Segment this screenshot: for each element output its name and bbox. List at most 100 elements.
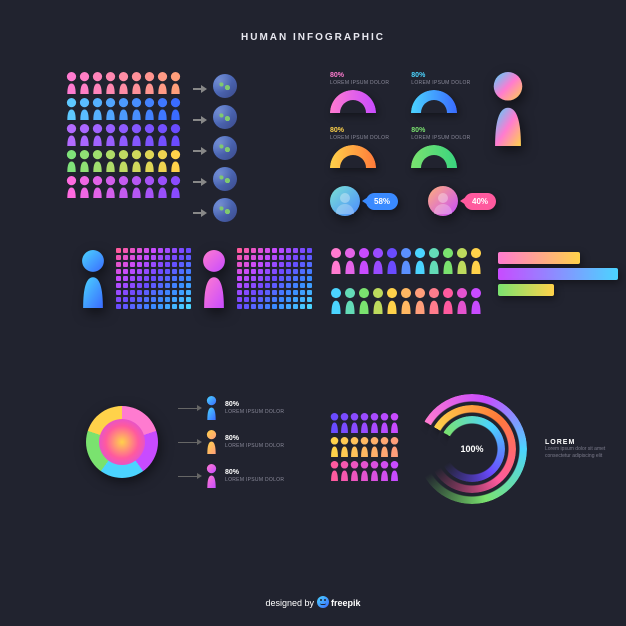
person-icon [66,72,77,94]
people-row [330,461,399,481]
lorem-title: LOREM [545,439,625,446]
person-icon [92,176,103,198]
person-icon [144,124,155,146]
sub-label: LOREM IPSUM DOLOR [330,135,389,141]
person-icon [131,72,142,94]
person-icon [157,176,168,198]
big-person-icon [80,250,106,308]
percent-label: 80% [225,435,284,442]
bar [498,252,580,264]
percent-bubble: .bubble[style*='#ff5a9e']::before{border… [464,193,496,210]
person-icon [386,288,398,314]
people-row [330,248,482,274]
person-icon [79,176,90,198]
person-icon [206,464,217,488]
person-icon [330,248,342,274]
globe-icon [213,74,237,98]
person-icon [390,437,399,457]
person-icon [105,72,116,94]
canvas: 80% LOREM IPSUM DOLOR 80% LOREM IPSUM DO… [0,0,626,626]
percent-label: 80% [411,72,470,79]
person-icon [206,430,217,454]
callout: 80% LOREM IPSUM DOLOR [178,430,284,454]
globe-icon [213,136,237,160]
sub-label: LOREM IPSUM DOLOR [225,477,284,483]
person-icon [470,288,482,314]
person-icon [428,248,440,274]
donut-callout-block: 80% LOREM IPSUM DOLOR 80% LOREM IPSUM DO… [86,396,284,488]
people-row [330,288,482,314]
person-icon [330,413,339,433]
person-icon [92,150,103,172]
person-icon [380,413,389,433]
person-icon [358,288,370,314]
avatar-stat: .bubble[style*='#3a8aff']::before{border… [330,186,398,216]
arrow-icon [193,209,209,217]
person-icon [170,98,181,120]
person-icon [118,98,129,120]
percent-label: 80% [411,127,470,134]
sub-label: LOREM IPSUM DOLOR [225,443,284,449]
percent-label: 80% [330,72,389,79]
center-percent: 100% [417,394,527,504]
people-bars-block [330,248,618,318]
sub-label: LOREM IPSUM DOLOR [330,80,389,86]
person-icon [92,98,103,120]
donut-chart [86,406,158,478]
dot-grid [237,248,312,309]
bar [498,284,554,296]
person-icon [470,248,482,274]
callout: 80% LOREM IPSUM DOLOR [178,464,284,488]
person-icon [344,248,356,274]
person-icon [386,248,398,274]
person-icon [372,248,384,274]
globe-icon [213,167,237,191]
person-icon [131,98,142,120]
person-icon [330,288,342,314]
person-icon [79,72,90,94]
lorem-body: Lorem ipsum dolor sit amet consectetur a… [545,446,625,460]
person-icon [350,461,359,481]
person-icon [330,461,339,481]
avatar-stat: .bubble[style*='#ff5a9e']::before{border… [428,186,496,216]
footer-brand: freepik [331,598,361,608]
people-row [66,150,181,172]
person-icon [456,288,468,314]
people-row [66,98,181,120]
concentric-block: 100% LOREM Lorem ipsum dolor sit amet co… [330,394,625,504]
halfring-item: 80% LOREM IPSUM DOLOR [330,72,389,113]
person-icon [144,98,155,120]
person-icon [380,437,389,457]
person-icon [79,124,90,146]
callout: 80% LOREM IPSUM DOLOR [178,396,284,420]
people-rows-block [66,72,237,227]
people-row [66,124,181,146]
person-icon [92,124,103,146]
footer-credit: designed by freepik [0,596,626,608]
sub-label: LOREM IPSUM DOLOR [411,135,470,141]
person-icon [118,72,129,94]
arrow-icon [193,178,209,186]
person-icon [66,150,77,172]
person-icon [340,413,349,433]
bar [498,268,618,280]
person-icon [350,437,359,457]
person-icon [372,288,384,314]
person-icon [360,413,369,433]
avatar-icon [428,186,458,216]
people-row [330,413,399,433]
halfring-item: 80% LOREM IPSUM DOLOR [330,127,389,168]
person-icon [157,98,168,120]
person-icon [131,176,142,198]
person-icon [66,98,77,120]
person-icon [400,248,412,274]
dotgrid-block [80,248,312,309]
percent-label: 80% [225,401,284,408]
person-icon [144,72,155,94]
halfring-item: 80% LOREM IPSUM DOLOR [411,127,470,168]
person-icon [350,413,359,433]
person-icon [170,72,181,94]
person-icon [400,288,412,314]
person-icon [105,150,116,172]
person-icon [144,176,155,198]
